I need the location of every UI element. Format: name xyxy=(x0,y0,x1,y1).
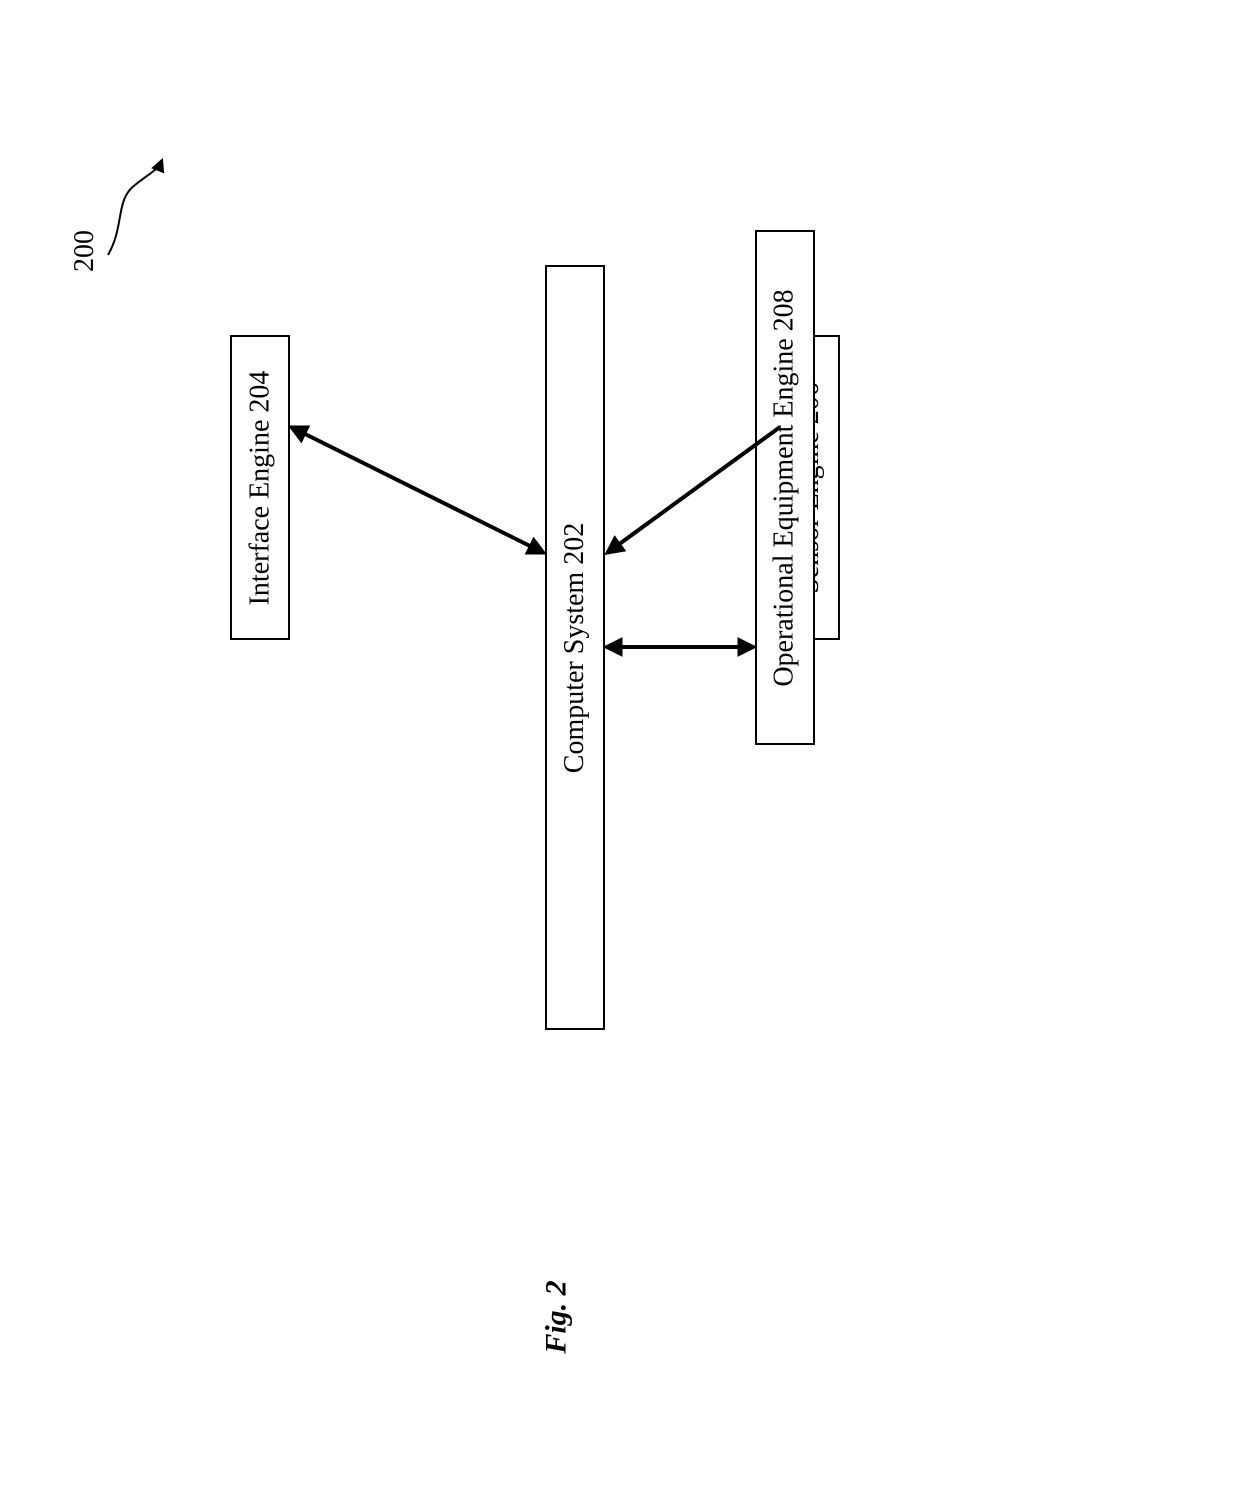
node-computer-system-label: Computer System 202 xyxy=(559,522,591,772)
node-computer-system: Computer System 202 xyxy=(545,265,605,1030)
diagram-canvas: 200 Interface Engine 204 Sensor Engine 2… xyxy=(0,0,1240,1486)
node-operational-equipment-label: Operational Equipment Engine 208 xyxy=(769,289,801,686)
arrows-overlay xyxy=(0,0,1240,1486)
node-operational-equipment: Operational Equipment Engine 208 xyxy=(755,230,815,745)
node-interface-engine-label: Interface Engine 204 xyxy=(244,370,276,605)
node-interface-engine: Interface Engine 204 xyxy=(230,335,290,640)
edge-interface-to-computer xyxy=(291,427,544,553)
figure-caption: Fig. 2 xyxy=(540,1280,574,1353)
reference-number: 200 xyxy=(69,230,101,272)
reference-marker-curve xyxy=(108,160,162,255)
